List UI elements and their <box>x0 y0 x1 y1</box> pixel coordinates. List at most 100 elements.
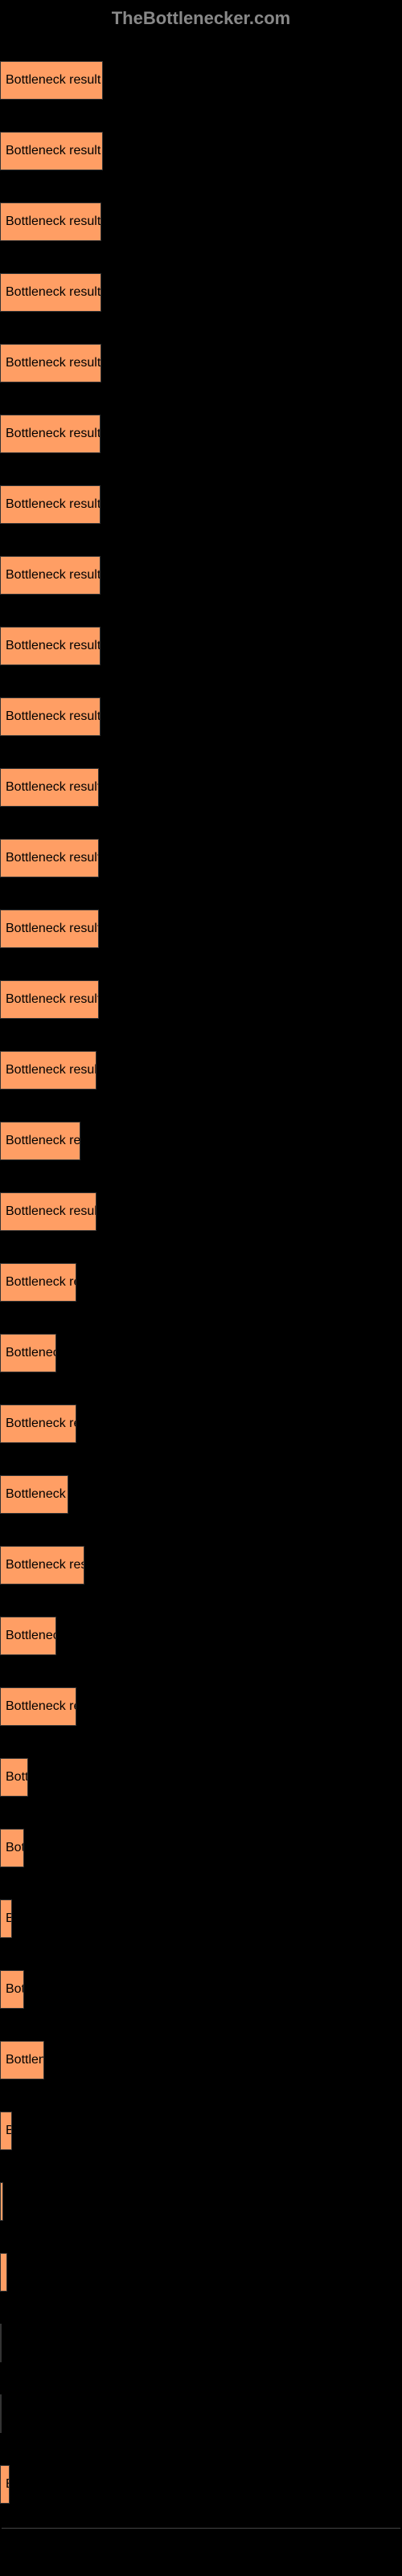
bar: Bottleneck result <box>0 1546 84 1584</box>
bar-label: Bottleneck result <box>1 639 100 653</box>
bar-label: Bottleneck result <box>1 922 99 936</box>
bar-label: Bottl <box>1 1841 24 1855</box>
bar-row: Bottleneck result <box>0 45 402 116</box>
bar-label: Bottleneck result <box>1 780 99 795</box>
bar <box>0 2324 2 2362</box>
bar-row: Bottleneck result <box>0 752 402 823</box>
bar: Bottleneck result <box>0 415 100 453</box>
bar-row: Bottleneck result <box>0 964 402 1035</box>
bar-label: Bottleneck result <box>1 497 100 512</box>
bar: B <box>0 2465 10 2504</box>
site-header: TheBottlenecker.com <box>0 0 402 45</box>
bar: Bottleneck result <box>0 910 99 948</box>
bar-label: Bottleneck res <box>1 1275 76 1290</box>
bar: Bottleneck resu <box>0 1122 80 1160</box>
bar-row: Bo <box>0 1883 402 1954</box>
bar-label: Bottleneck result <box>1 709 100 724</box>
bar-row: Bottleneck result <box>0 681 402 752</box>
bar-label: Bottleneck res <box>1 1417 76 1431</box>
bar-row: Bottl <box>0 1813 402 1883</box>
bar-row: Bottle <box>0 1742 402 1813</box>
bar-row: Bottleneck result <box>0 893 402 964</box>
site-title: TheBottlenecker.com <box>112 8 291 28</box>
bar-label: Bottleneck result <box>1 1204 96 1219</box>
bar-row: Bottleneck resu <box>0 1106 402 1176</box>
bar-row: Bottleneck result <box>0 823 402 893</box>
bar-label: Bottleneck res <box>1 1699 76 1714</box>
bar-label: Bottle <box>1 1770 28 1785</box>
bar-label: Bottleneck result <box>1 356 100 370</box>
bar: Bottleneck result <box>0 697 100 736</box>
bottleneck-bar-chart: Bottleneck result Bottleneck result Bottle… <box>0 45 402 2576</box>
bar: Bottleneck result <box>0 627 100 665</box>
bar: Bottleneck result <box>0 202 101 241</box>
bar <box>0 2394 2 2433</box>
bar-row: Bottleneck result <box>0 399 402 469</box>
bar: Bottleneck result <box>0 1051 96 1090</box>
bar-row: Bottleneck res <box>0 1671 402 1742</box>
bar: Bottleneck result <box>0 768 99 807</box>
bar-label: Bottleneck result <box>1 427 100 441</box>
bar: Bottleneck res <box>0 1405 76 1443</box>
bar: Bottleneck result <box>0 132 103 170</box>
bar-label: Bottleneck result <box>1 1063 96 1077</box>
bar: Bottleneck re <box>0 1475 68 1514</box>
bar-row <box>0 2308 402 2378</box>
x-axis <box>0 2528 402 2560</box>
bar <box>0 2182 3 2221</box>
bar-row: Bottleneck <box>0 1318 402 1388</box>
bar-label: B <box>1 2265 7 2280</box>
bar-row: Bottleneck result <box>0 257 402 328</box>
bar-label: Bottleneck result <box>1 1558 84 1572</box>
bar-row: Bottleneck result <box>0 1530 402 1601</box>
bar: Bottleneck result <box>0 485 100 524</box>
bar-row <box>0 2166 402 2237</box>
bar-label: Bottleneck resu <box>1 1134 80 1148</box>
bar: Bottleneck res <box>0 1687 76 1726</box>
bar-label: Bottleneck result <box>1 215 100 229</box>
bar-label: Bo <box>1 2124 12 2138</box>
bar-label: Bottl <box>1 1982 24 1997</box>
bar: Bottleneck result <box>0 1192 96 1231</box>
bar-row: Bottleneck result <box>0 116 402 186</box>
bar-label: Bo <box>1 1912 12 1926</box>
x-axis-line <box>2 2528 400 2529</box>
bar-label: B <box>1 2477 10 2492</box>
bar-row: Bottleneck re <box>0 1459 402 1530</box>
bar: Bottl <box>0 1970 24 2009</box>
bar: Bo <box>0 1899 12 1938</box>
bar-label: Bottleneck result <box>1 144 100 158</box>
bar: Bottleneck result <box>0 839 99 877</box>
bar-label: Bottleneck result <box>1 992 99 1007</box>
bar-label: Bottleneck result <box>1 285 100 300</box>
bar: Bottleneck res <box>0 1263 76 1302</box>
bar-label: Bottleneck result <box>1 73 100 88</box>
bar-row: Bottleneck <box>0 1601 402 1671</box>
bar: Bottleneck result <box>0 344 101 382</box>
bar-row: B <box>0 2449 402 2520</box>
bar-label: Bottlene <box>1 2053 44 2067</box>
bar-label: Bottleneck result <box>1 851 99 865</box>
bar: Bottleneck result <box>0 556 100 595</box>
bars-container: Bottleneck result Bottleneck result Bottle… <box>0 45 402 2520</box>
bar-row: Bottleneck result <box>0 540 402 611</box>
bar: Bo <box>0 2112 12 2150</box>
bar: Bottle <box>0 1758 28 1797</box>
bar-row: B <box>0 2237 402 2308</box>
bar: Bottlene <box>0 2041 44 2079</box>
bar: Bottl <box>0 1829 24 1867</box>
bar: Bottleneck <box>0 1617 56 1655</box>
bar-label: Bottleneck result <box>1 568 100 583</box>
bar-label: Bottleneck <box>1 1346 56 1360</box>
bar-row: Bottl <box>0 1954 402 2025</box>
bar: Bottleneck result <box>0 61 103 100</box>
bar: Bottleneck result <box>0 980 99 1019</box>
bar: Bottleneck result <box>0 273 101 312</box>
bar-row: Bottleneck res <box>0 1388 402 1459</box>
bar-row: Bottlene <box>0 2025 402 2096</box>
bar-row: Bottleneck result <box>0 611 402 681</box>
bar-label: Bottleneck re <box>1 1487 68 1502</box>
bar-row: Bottleneck res <box>0 1247 402 1318</box>
bar: B <box>0 2253 7 2292</box>
bar: Bottleneck <box>0 1334 56 1372</box>
